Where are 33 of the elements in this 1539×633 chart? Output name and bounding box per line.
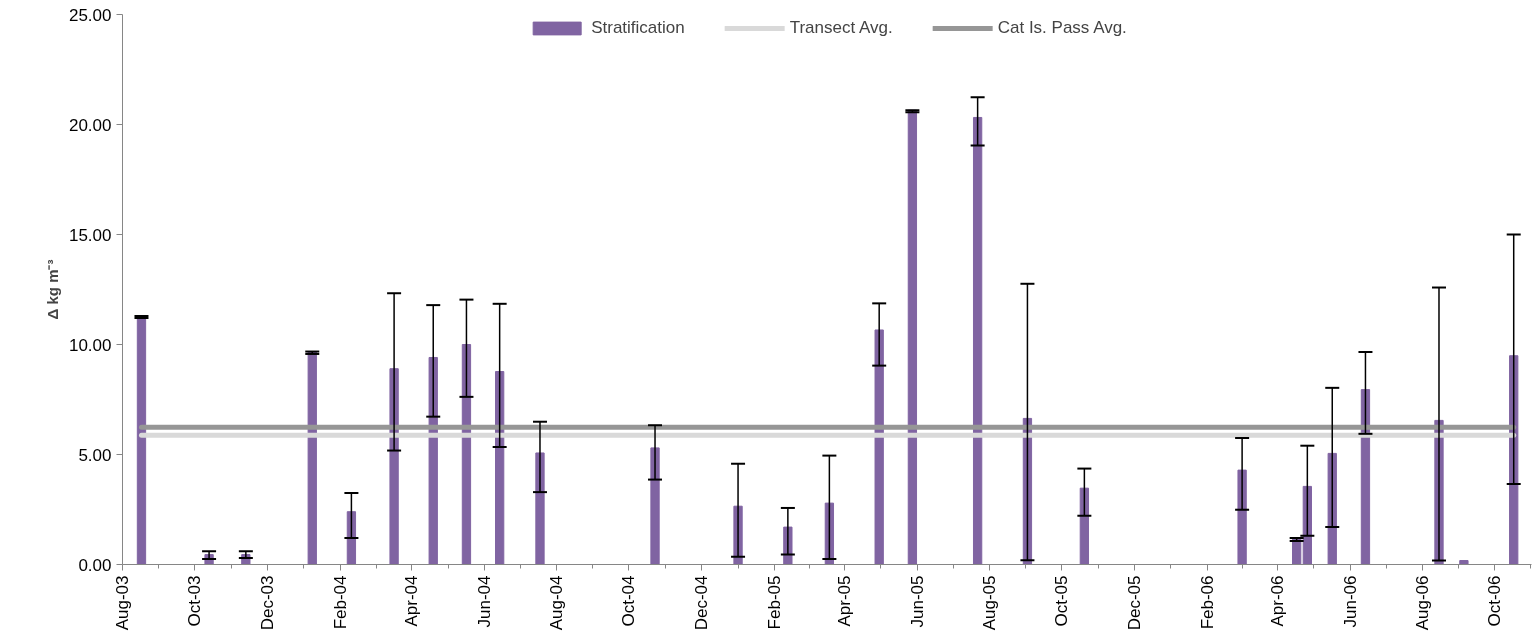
x-tick-label: Apr-05: [835, 575, 855, 627]
x-tick-label: Oct-06: [1485, 575, 1505, 627]
x-tick-label: Oct-03: [185, 575, 205, 627]
bar: [874, 329, 884, 565]
x-tick-label: Jun-05: [907, 575, 927, 628]
x-tick-label: Aug-04: [547, 575, 567, 631]
y-tick-label: 0.00: [78, 555, 112, 575]
bar: [972, 116, 983, 565]
x-tick-label: Apr-06: [1268, 575, 1288, 627]
x-tick-label: Oct-04: [619, 575, 639, 627]
x-tick-label: Dec-04: [691, 575, 711, 631]
y-tick-label: 5.00: [78, 445, 112, 465]
x-tick-label: Jun-06: [1340, 575, 1360, 628]
bar: [650, 447, 660, 565]
x-tick-label: Dec-05: [1124, 575, 1144, 631]
x-tick-label: Aug-06: [1412, 575, 1432, 631]
x-tick-label: Feb-05: [765, 575, 785, 630]
y-tick-label: 20.00: [68, 115, 112, 135]
legend-label: Transect Avg.: [789, 18, 893, 38]
y-tick-label: 25.00: [68, 5, 112, 25]
x-tick-label: Dec-03: [257, 575, 277, 631]
y-tick-label: 10.00: [68, 335, 112, 355]
x-tick-label: Apr-04: [402, 575, 422, 627]
x-tick-label: Jun-04: [474, 575, 494, 628]
x-tick-label: Oct-05: [1052, 575, 1072, 627]
x-tick-label: Feb-06: [1198, 575, 1218, 630]
x-tick-label: Aug-05: [979, 575, 999, 631]
x-tick-label: Feb-04: [331, 575, 351, 630]
y-axis-title: Δ kg m⁻³: [43, 259, 61, 320]
x-tick-label: Aug-03: [113, 575, 132, 631]
legend-label: Stratification: [591, 18, 685, 38]
legend-label: Cat Is. Pass Avg.: [997, 18, 1127, 38]
y-tick-label: 15.00: [68, 225, 112, 245]
